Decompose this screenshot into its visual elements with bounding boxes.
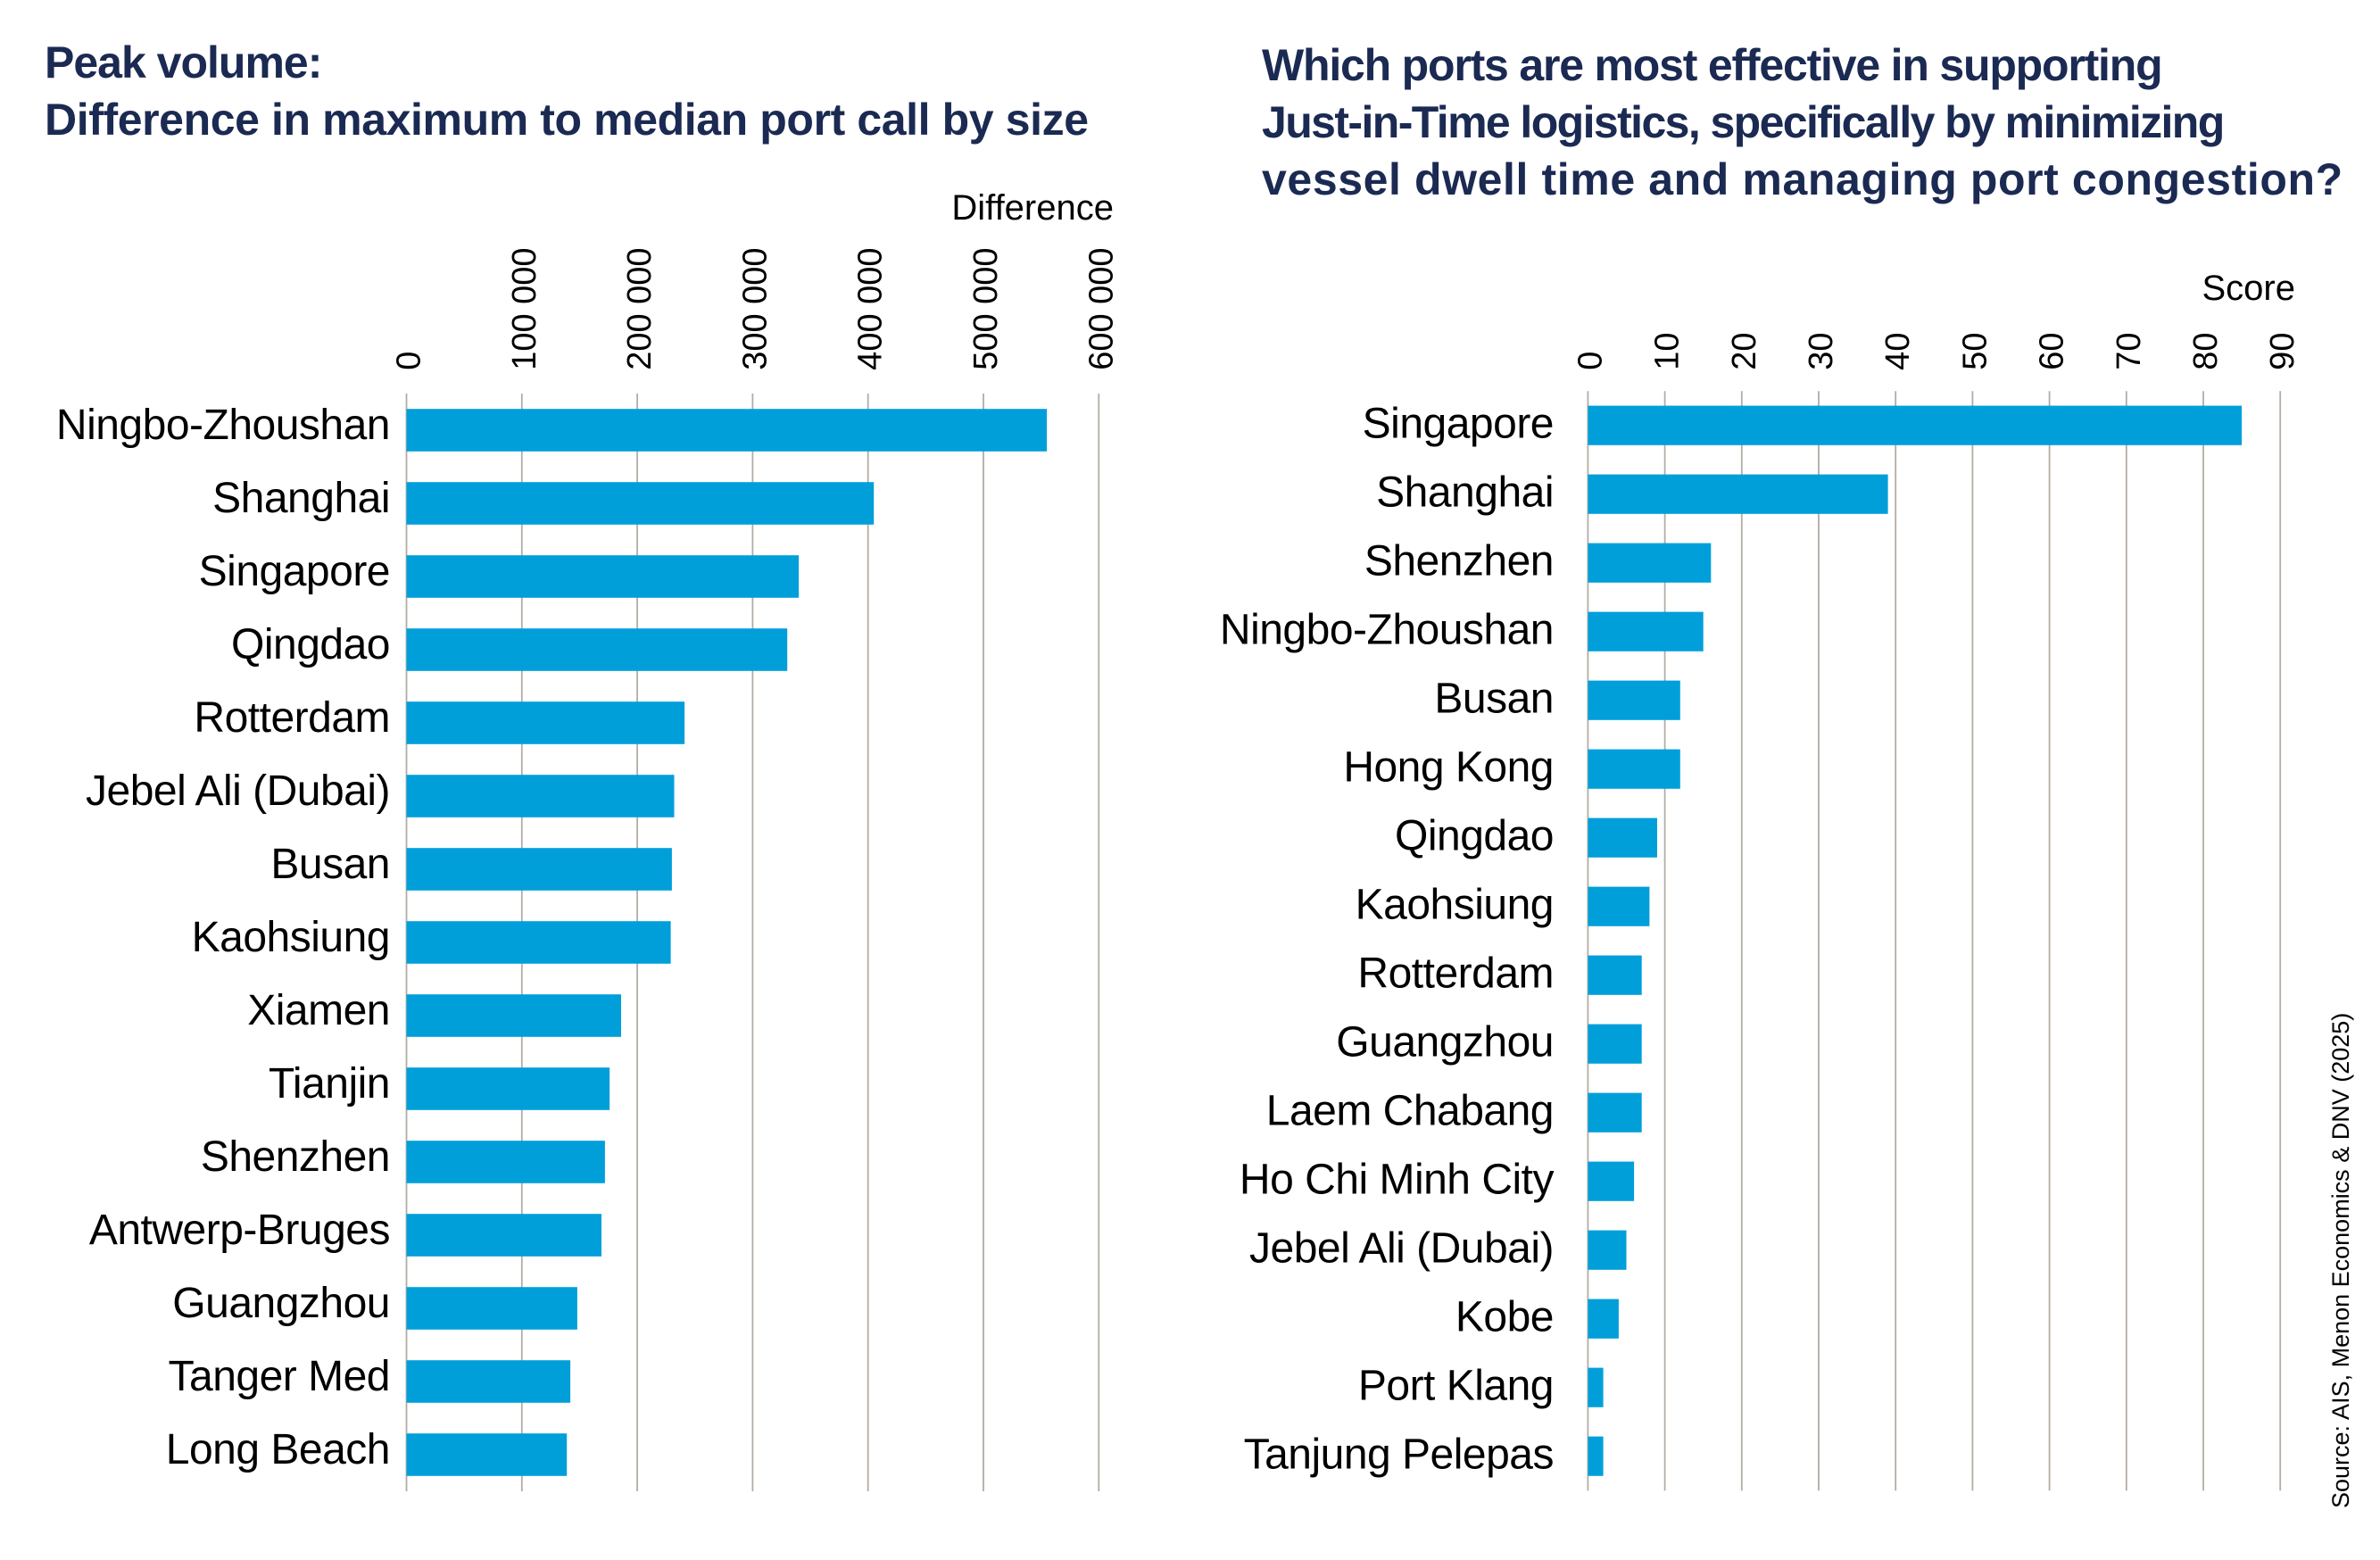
- svg-text:Shanghai: Shanghai: [212, 475, 390, 522]
- svg-text:Tanger Med: Tanger Med: [169, 1353, 390, 1400]
- svg-text:Antwerp-Bruges: Antwerp-Bruges: [89, 1207, 390, 1254]
- svg-text:Tanjung Pelepas: Tanjung Pelepas: [1244, 1431, 1554, 1479]
- svg-text:90: 90: [2264, 333, 2301, 370]
- svg-text:Qingdao: Qingdao: [1395, 813, 1554, 860]
- svg-text:300 000: 300 000: [736, 247, 774, 369]
- svg-text:Difference: Difference: [951, 188, 1114, 228]
- svg-text:vessel dwell time and managing: vessel dwell time and managing port cong…: [1262, 154, 2343, 204]
- svg-text:70: 70: [2110, 333, 2148, 370]
- svg-text:Hong Kong: Hong Kong: [1343, 744, 1554, 792]
- svg-text:Jebel Ali (Dubai): Jebel Ali (Dubai): [1249, 1225, 1554, 1273]
- svg-text:Shenzhen: Shenzhen: [1364, 538, 1554, 585]
- svg-text:Laem Chabang: Laem Chabang: [1266, 1088, 1554, 1135]
- svg-text:Tianjin: Tianjin: [269, 1060, 390, 1108]
- svg-text:30: 30: [1803, 333, 1840, 370]
- svg-text:80: 80: [2187, 333, 2225, 370]
- svg-text:Guangzhou: Guangzhou: [1336, 1019, 1554, 1066]
- svg-text:Xiamen: Xiamen: [247, 987, 390, 1034]
- svg-text:Singapore: Singapore: [199, 548, 390, 595]
- svg-text:Long Beach: Long Beach: [166, 1426, 390, 1473]
- svg-text:Ho Chi Minh City: Ho Chi Minh City: [1240, 1157, 1555, 1204]
- svg-text:Which ports are most effective: Which ports are most effective in suppor…: [1262, 40, 2161, 90]
- svg-text:Kaohsiung: Kaohsiung: [1356, 882, 1554, 929]
- svg-text:Guangzhou: Guangzhou: [172, 1280, 390, 1327]
- svg-text:50: 50: [1956, 333, 1994, 370]
- svg-text:Ningbo-Zhoushan: Ningbo-Zhoushan: [56, 402, 390, 449]
- svg-text:0: 0: [1571, 352, 1609, 370]
- svg-text:Port Klang: Port Klang: [1358, 1363, 1554, 1410]
- svg-text:Shanghai: Shanghai: [1376, 469, 1554, 517]
- svg-text:Kaohsiung: Kaohsiung: [192, 914, 390, 961]
- svg-text:Ningbo-Zhoushan: Ningbo-Zhoushan: [1220, 607, 1554, 654]
- svg-text:Just-in-Time logistics, specif: Just-in-Time logistics, specifically by …: [1262, 97, 2224, 147]
- svg-text:60: 60: [2034, 333, 2071, 370]
- svg-text:600 000: 600 000: [1082, 247, 1120, 369]
- svg-text:Score: Score: [2202, 269, 2296, 308]
- svg-text:Peak volume:: Peak volume:: [45, 37, 321, 87]
- svg-text:500 000: 500 000: [967, 247, 1005, 369]
- svg-text:Jebel Ali (Dubai): Jebel Ali (Dubai): [86, 768, 390, 815]
- svg-text:400 000: 400 000: [852, 247, 890, 369]
- svg-text:0: 0: [391, 352, 428, 370]
- svg-text:200 000: 200 000: [621, 247, 659, 369]
- svg-text:Busan: Busan: [1434, 676, 1554, 723]
- svg-text:Singapore: Singapore: [1363, 401, 1554, 448]
- svg-text:Busan: Busan: [270, 841, 390, 888]
- svg-text:Qingdao: Qingdao: [231, 621, 390, 668]
- svg-text:100 000: 100 000: [506, 247, 543, 369]
- svg-text:Rotterdam: Rotterdam: [1357, 950, 1554, 998]
- svg-text:Kobe: Kobe: [1455, 1294, 1554, 1341]
- svg-text:20: 20: [1726, 333, 1763, 370]
- svg-text:Difference in maximum to media: Difference in maximum to median port cal…: [45, 95, 1089, 145]
- svg-text:40: 40: [1879, 333, 1917, 370]
- svg-text:Rotterdam: Rotterdam: [194, 694, 390, 742]
- svg-text:Shenzhen: Shenzhen: [201, 1133, 390, 1181]
- svg-text:Source: AIS, Menon Economics &: Source: AIS, Menon Economics & DNV (2025…: [2327, 1013, 2354, 1508]
- svg-text:10: 10: [1649, 333, 1687, 370]
